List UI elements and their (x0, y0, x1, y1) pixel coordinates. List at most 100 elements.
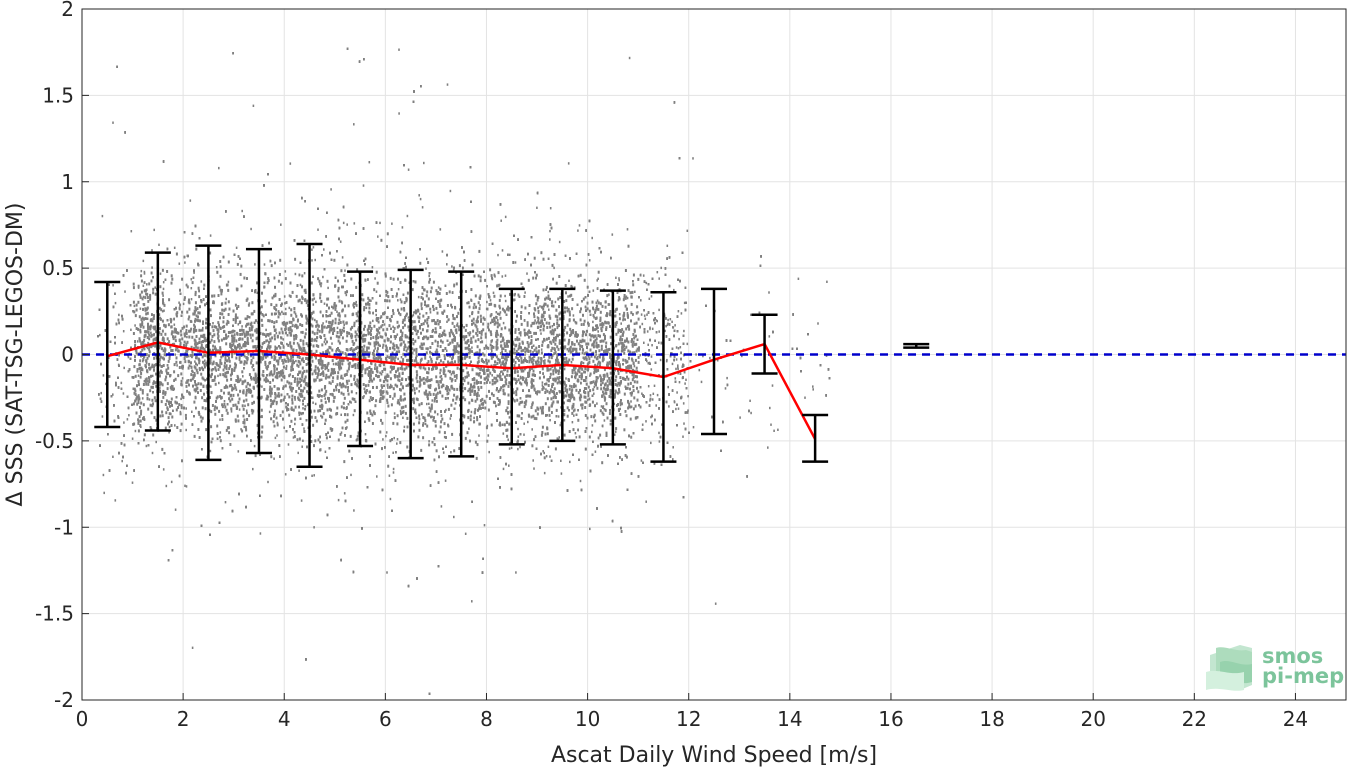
scatter-point (393, 412, 396, 415)
scatter-point (485, 307, 488, 311)
scatter-point (724, 387, 727, 390)
scatter-point (379, 221, 381, 225)
scatter-point (658, 431, 660, 435)
scatter-point (280, 223, 282, 226)
scatter-point (495, 311, 498, 314)
scatter-point (465, 366, 468, 370)
scatter-point (451, 265, 453, 268)
scatter-point (386, 337, 389, 340)
scatter-point (248, 326, 251, 330)
scatter-point (224, 386, 227, 389)
scatter-point (151, 374, 154, 378)
scatter-point (686, 342, 689, 346)
scatter-point (709, 356, 711, 360)
scatter-point (314, 258, 316, 262)
scatter-point (174, 353, 176, 356)
scatter-point (263, 263, 266, 266)
scatter-point (672, 458, 674, 461)
scatter-point (476, 330, 479, 333)
scatter-point (647, 343, 649, 346)
scatter-point (314, 318, 316, 322)
scatter-point (317, 228, 319, 231)
scatter-point (687, 395, 689, 398)
scatter-point (235, 246, 238, 249)
scatter-point (341, 328, 344, 332)
scatter-point (235, 388, 238, 391)
scatter-point (140, 269, 143, 273)
scatter-point (486, 300, 488, 304)
scatter-point (112, 455, 114, 458)
scatter-point (275, 402, 278, 406)
scatter-point (504, 294, 506, 298)
scatter-point (478, 434, 480, 437)
scatter-point (652, 392, 655, 395)
scatter-point (665, 325, 667, 328)
scatter-point (543, 471, 546, 475)
scatter-point (419, 361, 422, 364)
scatter-point (510, 446, 513, 450)
scatter-point (170, 480, 173, 484)
scatter-point (282, 375, 284, 378)
scatter-point (391, 222, 393, 225)
scatter-point (178, 301, 180, 304)
scatter-point (362, 184, 365, 187)
scatter-point (517, 427, 519, 431)
scatter-point (396, 438, 399, 441)
scatter-point (479, 304, 481, 307)
scatter-point (572, 314, 575, 317)
scatter-point (209, 449, 212, 453)
scatter-point (611, 233, 614, 236)
scatter-point (330, 188, 332, 191)
scatter-point (431, 399, 434, 402)
scatter-point (178, 262, 181, 265)
scatter-point (396, 442, 398, 445)
scatter-point (347, 362, 350, 365)
scatter-point (389, 497, 392, 501)
scatter-point (549, 455, 551, 458)
scatter-point (501, 370, 503, 373)
scatter-point (294, 312, 297, 316)
scatter-point (522, 376, 524, 379)
scatter-point (592, 320, 594, 324)
scatter-point (127, 355, 130, 359)
scatter-point (519, 445, 521, 449)
scatter-point (625, 295, 628, 298)
scatter-point (551, 325, 554, 328)
scatter-point (554, 300, 557, 304)
scatter-point (405, 384, 408, 387)
scatter-point (312, 303, 315, 306)
scatter-point (541, 381, 544, 384)
scatter-point (406, 214, 409, 218)
scatter-point (126, 418, 129, 421)
scatter-point (439, 371, 441, 375)
scatter-point (399, 409, 402, 413)
scatter-point (393, 436, 395, 440)
scatter-point (527, 420, 529, 424)
scatter-point (343, 492, 346, 495)
scatter-point (656, 271, 659, 274)
scatter-point (695, 353, 697, 356)
scatter-point (502, 321, 505, 325)
scatter-point (103, 491, 105, 495)
scatter-point (586, 398, 589, 402)
scatter-point (500, 364, 502, 367)
scatter-point (767, 446, 769, 449)
scatter-point (355, 319, 358, 323)
scatter-point (509, 253, 511, 256)
scatter-point (215, 266, 218, 269)
scatter-point (425, 347, 427, 350)
scatter-point (419, 312, 421, 316)
scatter-point (302, 407, 304, 410)
scatter-point (568, 279, 570, 282)
scatter-point (288, 331, 291, 334)
scatter-point (608, 360, 611, 364)
scatter-point (324, 450, 327, 453)
scatter-point (196, 363, 198, 367)
scatter-point (174, 508, 177, 511)
scatter-point (346, 223, 348, 226)
scatter-point (186, 335, 188, 339)
scatter-point (182, 302, 185, 306)
scatter-point (651, 327, 654, 330)
scatter-point (565, 377, 567, 380)
